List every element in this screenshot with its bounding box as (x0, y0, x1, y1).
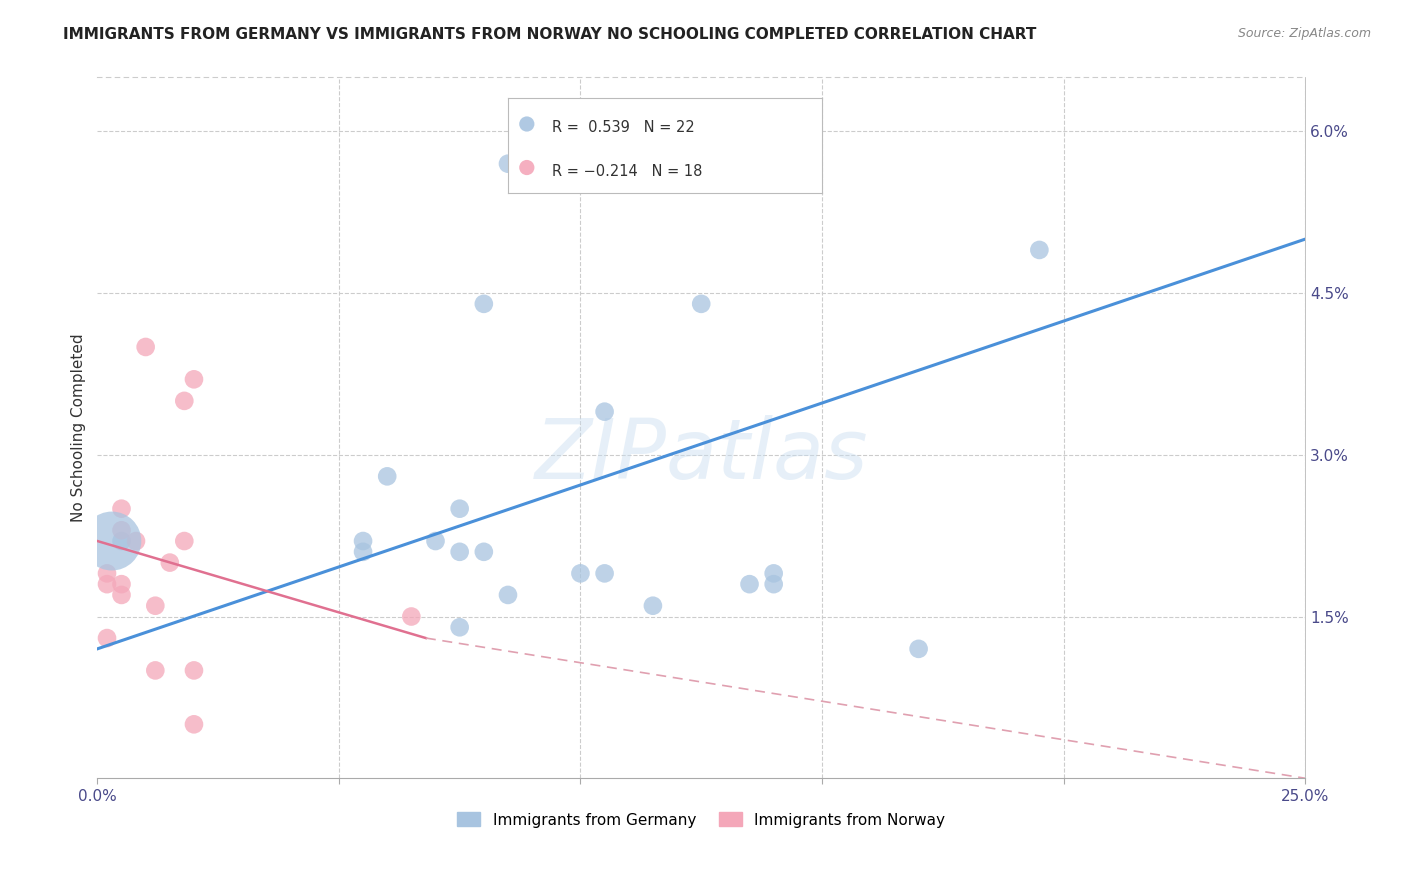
Point (110, 534, 132, 549)
Point (1028, 243, 1050, 257)
Point (738, 577, 761, 591)
Point (96, 577, 118, 591)
Point (449, 501, 471, 516)
Point (101, 534, 124, 549)
Point (183, 664, 205, 678)
Point (96, 631, 118, 645)
Point (110, 577, 132, 591)
Point (762, 577, 785, 591)
Point (472, 545, 495, 559)
Point (125, 534, 148, 549)
Point (143, 599, 166, 613)
Point (425, 534, 447, 549)
Point (183, 717, 205, 731)
Point (159, 556, 181, 570)
Point (143, 664, 166, 678)
Point (449, 620, 471, 634)
Point (762, 566, 785, 581)
Point (496, 588, 519, 602)
Text: ZIPatlas: ZIPatlas (534, 416, 868, 496)
Legend: Immigrants from Germany, Immigrants from Norway: Immigrants from Germany, Immigrants from… (451, 806, 950, 834)
Point (173, 534, 195, 549)
Point (352, 534, 374, 549)
Point (472, 297, 495, 311)
Point (183, 372, 205, 386)
Point (593, 566, 616, 581)
Point (110, 523, 132, 537)
Point (569, 566, 592, 581)
Point (690, 297, 713, 311)
Point (96, 566, 118, 581)
Point (907, 641, 929, 656)
Point (135, 340, 157, 354)
Point (496, 157, 519, 171)
Point (593, 405, 616, 419)
Point (375, 469, 398, 483)
Point (449, 545, 471, 559)
Y-axis label: No Schooling Completed: No Schooling Completed (72, 334, 86, 522)
Point (110, 588, 132, 602)
Text: IMMIGRANTS FROM GERMANY VS IMMIGRANTS FROM NORWAY NO SCHOOLING COMPLETED CORRELA: IMMIGRANTS FROM GERMANY VS IMMIGRANTS FR… (63, 27, 1036, 42)
Point (110, 501, 132, 516)
Point (173, 393, 195, 408)
Point (641, 599, 664, 613)
Text: Source: ZipAtlas.com: Source: ZipAtlas.com (1237, 27, 1371, 40)
Point (352, 545, 374, 559)
Point (401, 609, 423, 624)
